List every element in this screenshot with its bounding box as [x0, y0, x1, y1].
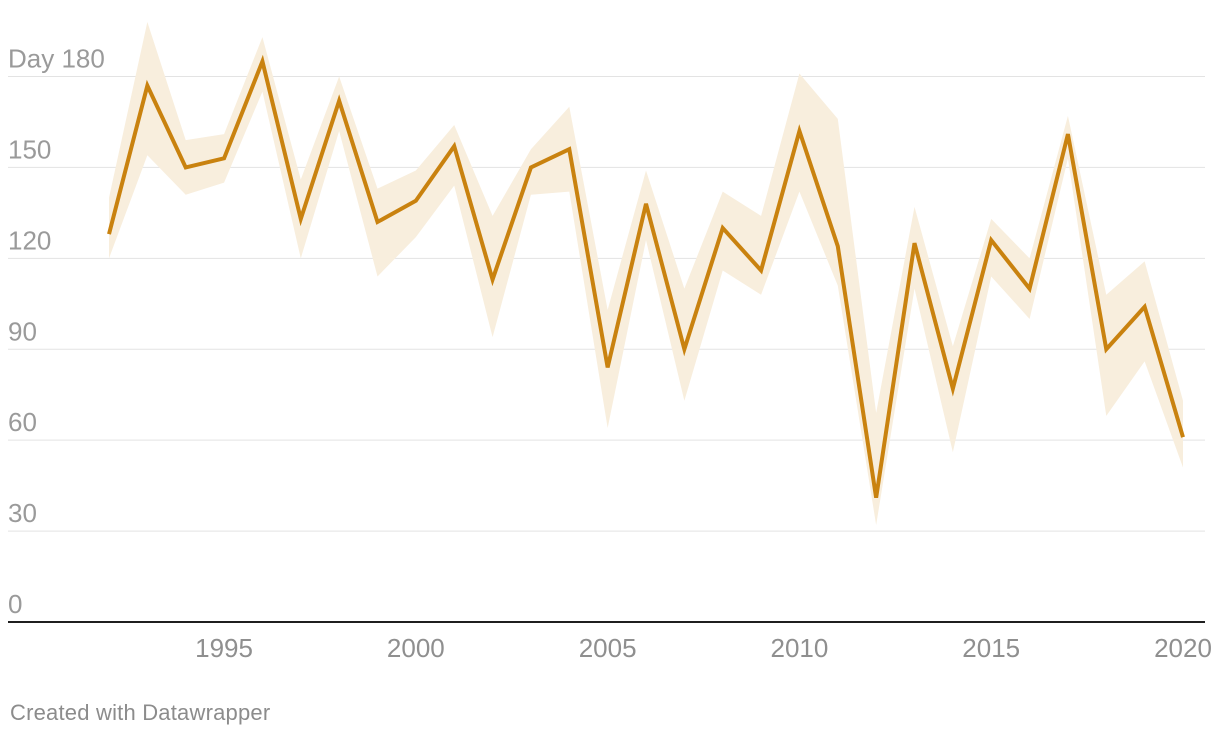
x-tick-label: 2020: [1154, 633, 1212, 663]
y-tick-label: Day 180: [8, 44, 105, 74]
y-tick-label: 90: [8, 316, 37, 346]
chart-svg: 0 30 60 90 120 150 Day 180 1995 2000 2005 2010 2015…: [8, 21, 1212, 663]
y-tick-label: 30: [8, 498, 37, 528]
y-tick-label: 60: [8, 407, 37, 437]
x-tick-label: 2000: [387, 633, 445, 663]
y-tick-label: 120: [8, 225, 51, 255]
x-tick-label: 2005: [579, 633, 637, 663]
y-tick-label: 0: [8, 589, 22, 619]
x-tick-label: 1995: [195, 633, 253, 663]
y-tick-label: 150: [8, 134, 51, 164]
trend-line: [107, 54, 1185, 499]
datawrapper-credit: Created with Datawrapper: [10, 700, 271, 725]
x-tick-label: 2015: [962, 633, 1020, 663]
x-tick-label: 2010: [771, 633, 829, 663]
